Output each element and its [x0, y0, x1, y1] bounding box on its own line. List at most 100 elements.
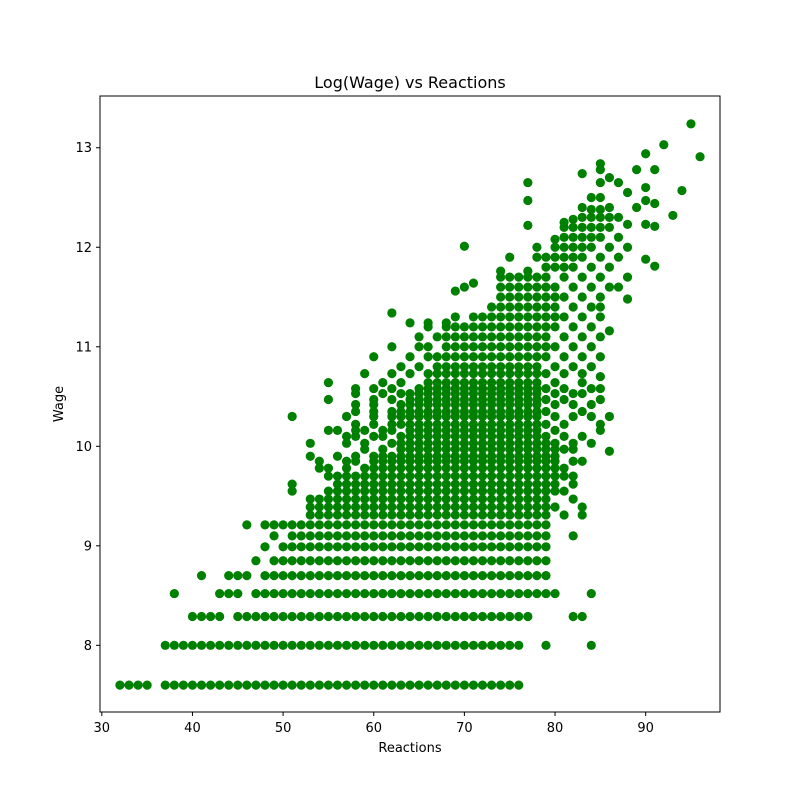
data-point — [550, 588, 560, 599]
data-point — [251, 611, 261, 622]
data-point — [360, 510, 370, 520]
data-point — [622, 219, 633, 229]
data-point — [477, 556, 488, 566]
data-point — [332, 510, 343, 520]
data-point — [351, 611, 361, 622]
data-point — [468, 486, 479, 496]
data-point — [468, 438, 479, 448]
data-point — [115, 680, 125, 690]
data-point — [432, 451, 442, 461]
data-point — [215, 640, 225, 650]
data-point — [586, 282, 596, 292]
data-point — [296, 531, 306, 541]
data-point — [133, 680, 143, 690]
data-point — [532, 451, 542, 461]
data-point — [405, 502, 415, 512]
data-point — [378, 510, 388, 520]
data-point — [514, 588, 524, 599]
data-point — [351, 510, 361, 520]
data-point — [423, 479, 433, 489]
data-point — [341, 463, 352, 473]
data-point — [269, 556, 279, 566]
data-point — [532, 486, 542, 496]
data-point — [441, 451, 451, 461]
data-point — [378, 502, 388, 512]
y-tick-label: 12 — [75, 241, 92, 256]
data-point — [305, 640, 315, 650]
y-tick-label: 11 — [75, 340, 92, 355]
data-point — [541, 406, 551, 417]
data-point — [441, 479, 451, 489]
data-point — [441, 611, 451, 622]
data-point — [604, 222, 615, 232]
data-point — [314, 463, 324, 473]
data-point — [523, 282, 533, 292]
data-point — [378, 463, 388, 473]
data-point — [514, 378, 524, 388]
data-point — [369, 394, 379, 405]
data-point — [296, 611, 306, 622]
data-point — [477, 494, 488, 504]
data-point — [450, 362, 460, 372]
data-point — [568, 456, 578, 466]
data-point — [423, 640, 433, 650]
data-point — [351, 542, 361, 552]
data-point — [496, 556, 506, 566]
data-point — [432, 486, 442, 496]
x-tick-label: 70 — [456, 721, 473, 736]
data-point — [541, 332, 551, 342]
data-point — [369, 406, 379, 417]
data-point — [251, 556, 261, 566]
data-point — [514, 680, 524, 690]
data-point — [332, 486, 343, 496]
data-point — [568, 242, 578, 252]
data-point — [568, 531, 578, 541]
x-tick-label: 40 — [184, 721, 201, 736]
data-point — [514, 640, 524, 650]
data-point — [351, 479, 361, 489]
data-point — [468, 479, 479, 489]
data-point — [341, 471, 352, 481]
data-point — [450, 611, 460, 622]
data-point — [459, 451, 469, 461]
data-point — [278, 556, 288, 566]
data-point — [441, 378, 451, 388]
data-point — [351, 383, 361, 394]
data-point — [314, 502, 324, 512]
data-point — [351, 486, 361, 496]
data-point — [586, 232, 596, 242]
data-point — [351, 588, 361, 599]
data-point — [396, 588, 406, 599]
data-point — [468, 588, 479, 599]
y-tick-label: 10 — [75, 440, 92, 455]
data-point — [550, 388, 560, 399]
data-point — [351, 419, 361, 429]
y-axis-label: Wage — [52, 386, 67, 422]
data-point — [369, 611, 379, 622]
data-point — [396, 680, 406, 690]
data-point — [641, 219, 651, 229]
data-point — [496, 378, 506, 388]
data-point — [360, 571, 370, 581]
data-point — [486, 342, 497, 352]
data-point — [559, 242, 569, 252]
data-point — [405, 438, 415, 448]
data-point — [260, 588, 270, 599]
data-point — [323, 611, 334, 622]
data-point — [477, 463, 488, 473]
data-point — [595, 232, 605, 242]
x-tick-label: 60 — [365, 721, 382, 736]
data-point — [441, 352, 451, 362]
data-point — [477, 542, 488, 552]
data-point — [160, 680, 170, 690]
data-point — [305, 588, 315, 599]
data-point — [414, 520, 424, 530]
data-point — [577, 312, 587, 322]
data-point — [441, 588, 451, 599]
data-point — [514, 520, 524, 530]
data-point — [314, 494, 324, 504]
data-point — [595, 302, 605, 312]
data-point — [541, 588, 551, 599]
data-point — [323, 471, 334, 481]
data-point — [414, 479, 424, 489]
